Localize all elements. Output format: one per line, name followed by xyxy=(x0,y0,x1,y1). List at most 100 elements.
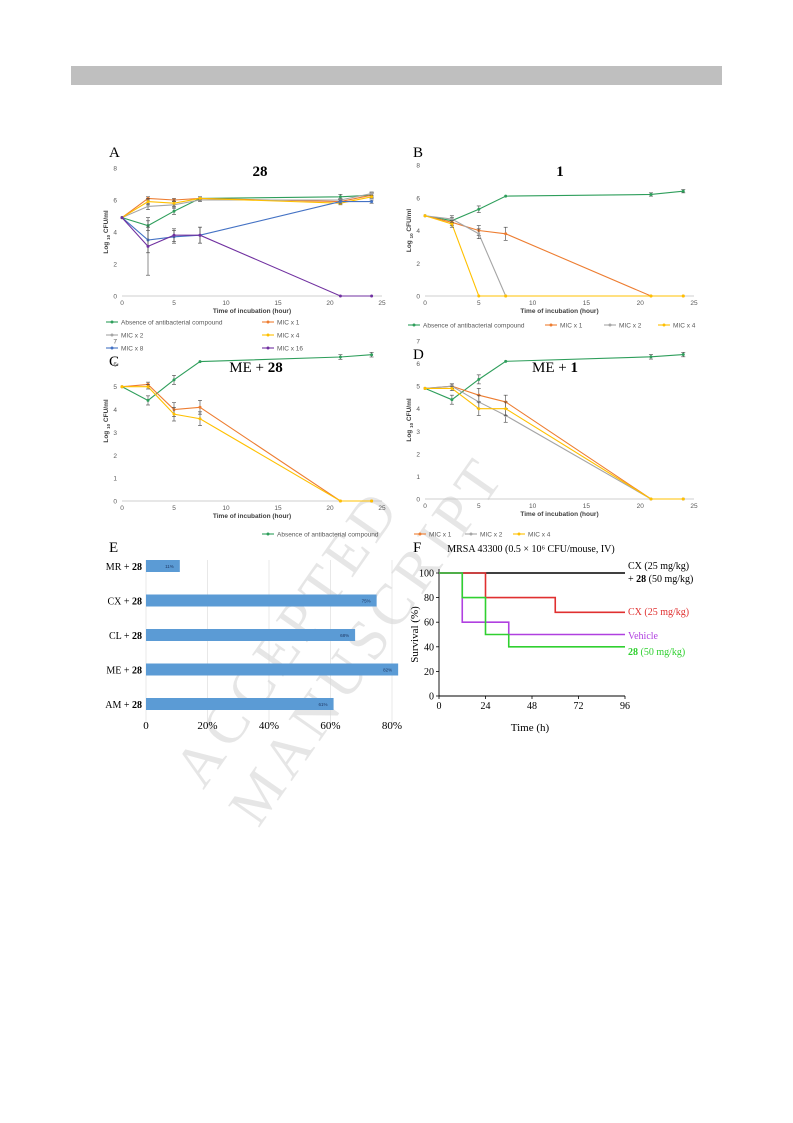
y-axis-label-part: CFU/ml xyxy=(103,399,110,424)
data-point xyxy=(477,207,481,211)
data-point xyxy=(477,377,481,381)
legend-label: Absence of antibacterial compound xyxy=(121,319,223,326)
series-line xyxy=(121,194,372,227)
y-tick-label: 0 xyxy=(416,294,420,301)
data-point xyxy=(338,294,342,298)
data-point xyxy=(450,386,454,390)
x-axis-label: Time of incubation (hour) xyxy=(213,513,291,520)
survival-curve xyxy=(439,572,625,614)
y-tick-label: 4 xyxy=(416,406,420,413)
chart-title: 28 xyxy=(253,164,268,180)
series-label: 28 (50 mg/kg) xyxy=(628,647,685,658)
y-tick-label: 4 xyxy=(113,230,117,237)
data-point xyxy=(338,499,342,503)
legend-label: MIC x 2 xyxy=(619,322,642,329)
category-label: CL + 28 xyxy=(109,631,142,642)
data-point xyxy=(504,194,508,198)
y-tick-label: 1 xyxy=(113,476,117,483)
data-point xyxy=(450,222,454,226)
y-axis-label-part: 10 xyxy=(409,233,414,239)
data-point xyxy=(681,353,685,357)
legend-label: MIC x 1 xyxy=(277,319,300,326)
series-line xyxy=(424,215,507,297)
y-tick-label: 6 xyxy=(113,361,117,368)
text-span: CL + xyxy=(109,631,132,642)
y-axis-label: Log 10 CFU/ml xyxy=(103,399,111,442)
y-tick-label: 2 xyxy=(416,451,420,458)
series-line xyxy=(121,193,372,219)
data-point xyxy=(681,189,685,193)
chart-title: ME + 1 xyxy=(532,360,578,376)
panel-letter-f: F xyxy=(413,540,421,556)
text-span: ME + xyxy=(106,666,132,677)
x-tick-label: 15 xyxy=(274,300,282,307)
legend-label: MIC x 4 xyxy=(673,322,696,329)
bar xyxy=(146,663,399,676)
x-tick-label: 0 xyxy=(143,720,149,732)
text-span: 28 xyxy=(268,360,283,376)
x-tick-label: 40% xyxy=(259,720,279,732)
legend-label: Absence of antibacterial compound xyxy=(277,531,379,538)
legend-a: Absence of antibacterial compound MIC x 1… xyxy=(106,319,303,352)
data-point xyxy=(649,355,653,359)
data-point xyxy=(120,216,124,220)
bar-value-label: 75% xyxy=(362,599,371,604)
chart-panel-e: 0 20% 40% 60% 80% MR + 28 11% CX + 28 75% CL + 28… xyxy=(105,560,402,732)
y-tick-label: 0 xyxy=(113,499,117,506)
x-axis-label: Time of incubation (hour) xyxy=(213,308,291,315)
bar-value-label: 61% xyxy=(319,702,328,707)
legend-label: MIC x 1 xyxy=(560,322,583,329)
y-tick-label: 100 xyxy=(419,569,434,580)
text-span: 28 xyxy=(253,164,268,180)
x-tick-label: 48 xyxy=(527,701,537,712)
x-tick-label: 25 xyxy=(378,505,386,512)
legend-swatch-marker xyxy=(662,323,666,327)
y-tick-label: 3 xyxy=(416,429,420,436)
legend-swatch-marker xyxy=(266,346,270,350)
text-span: ME + xyxy=(532,360,570,376)
text-span: 28 xyxy=(636,574,646,585)
text-span: MR + xyxy=(106,562,132,573)
data-point xyxy=(172,201,176,205)
text-span: (50 mg/kg) xyxy=(646,574,693,585)
bar-value-label: 68% xyxy=(340,633,349,638)
legend-swatch-marker xyxy=(517,532,521,536)
y-axis-label: Log 10 CFU/ml xyxy=(406,398,414,441)
panel-letter-e: E xyxy=(109,540,118,556)
data-point xyxy=(649,294,653,298)
data-point xyxy=(198,405,202,409)
legend-swatch-marker xyxy=(266,320,270,324)
category-label: CX + 28 xyxy=(107,597,142,608)
chart-title: ME + 28 xyxy=(229,360,282,376)
y-tick-label: 6 xyxy=(416,361,420,368)
legend-label: MIC x 16 xyxy=(277,345,303,352)
y-tick-label: 1 xyxy=(416,474,420,481)
y-tick-label: 4 xyxy=(113,407,117,414)
legend-swatch-marker xyxy=(412,323,416,327)
data-point xyxy=(370,294,374,298)
data-point xyxy=(477,294,481,298)
y-axis-label-part: CFU/ml xyxy=(103,210,110,235)
y-axis-label: Survival (%) xyxy=(409,606,421,663)
series-line xyxy=(121,383,372,502)
panel-letter-b: B xyxy=(413,145,423,161)
bar-value-label: 82% xyxy=(383,668,392,673)
y-axis-label-part: 10 xyxy=(409,422,414,428)
survival-curve xyxy=(439,572,625,636)
data-point xyxy=(338,200,342,204)
data-point xyxy=(370,200,374,204)
series-line xyxy=(424,215,684,297)
legend-label: MIC x 2 xyxy=(480,531,503,538)
text-span: CX + xyxy=(107,597,132,608)
series-line xyxy=(424,385,684,500)
text-span: 1 xyxy=(556,164,564,180)
data-point xyxy=(681,294,685,298)
data-point xyxy=(338,355,342,359)
header-bar xyxy=(71,66,722,85)
legend-swatch-marker xyxy=(110,320,114,324)
text-span: 28 xyxy=(132,700,142,711)
x-tick-label: 15 xyxy=(583,300,591,307)
y-axis-label-part: 10 xyxy=(106,234,111,240)
bar xyxy=(146,560,180,572)
series-line xyxy=(424,353,684,401)
